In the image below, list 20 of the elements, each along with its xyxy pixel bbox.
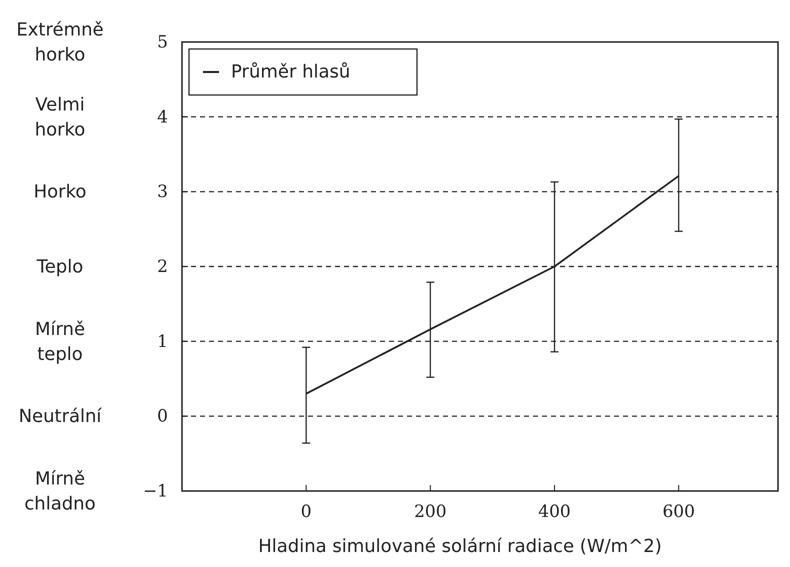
- legend-label: Průměr hlasů: [231, 62, 350, 82]
- y-tick-label: 5: [157, 32, 168, 52]
- y-tick-label: −1: [142, 481, 168, 502]
- y-tick-label: 3: [157, 182, 168, 202]
- x-tick-label: 600: [662, 502, 695, 522]
- text: Teplo: [36, 256, 84, 277]
- x-tick-label: 0: [300, 502, 312, 522]
- x-tick-label: 400: [538, 502, 571, 522]
- y-tick-label: 2: [157, 256, 168, 277]
- text: Mírně chladno: [24, 468, 96, 514]
- text: Extrémně horko: [16, 19, 104, 65]
- text: Neutrální: [18, 406, 102, 427]
- x-axis-title: Hladina simulované solární radiace (W/m^2): [258, 536, 662, 557]
- x-tick-label: 200: [414, 502, 447, 522]
- text: Velmi horko: [34, 94, 86, 140]
- y-tick-label: 1: [157, 332, 168, 352]
- text: Horko: [34, 181, 86, 202]
- y-tick-label: 4: [157, 107, 168, 128]
- y-tick-label: 0: [157, 406, 168, 427]
- text: Mírně teplo: [34, 318, 86, 364]
